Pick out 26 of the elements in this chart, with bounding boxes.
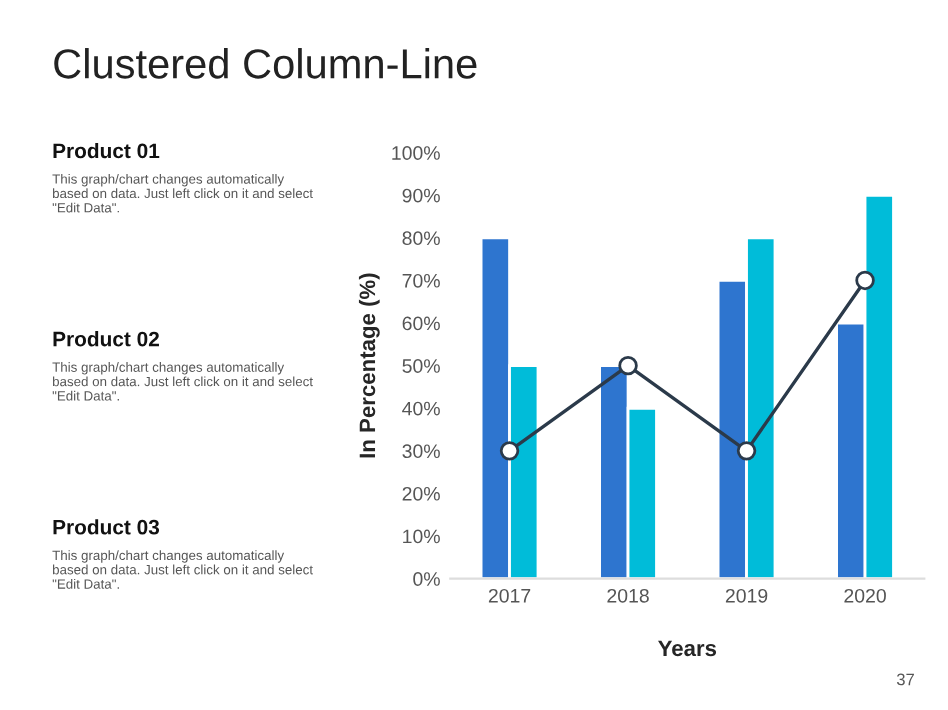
point bbox=[855, 270, 875, 291]
text: Product 03 bbox=[53, 519, 160, 535]
y-tick-label: 10% bbox=[403, 529, 440, 544]
point bbox=[499, 441, 520, 461]
y-tick-label: 20% bbox=[402, 486, 440, 501]
y-tick-label: 50% bbox=[402, 359, 440, 373]
y-tick-label: 100% bbox=[392, 146, 440, 160]
point bbox=[736, 441, 757, 461]
y-tick-label: 40% bbox=[402, 401, 440, 416]
x-tick-label: 2020 bbox=[844, 588, 886, 603]
x-tick-label: 2019 bbox=[725, 588, 768, 603]
x-tick-label: 2017 bbox=[488, 588, 531, 603]
x-axis-title: Years bbox=[658, 640, 717, 657]
y-tick-label: 80% bbox=[402, 231, 440, 246]
y-axis-title: In Percentage (%) bbox=[358, 273, 380, 458]
chart-title: Clustered Column-Line bbox=[54, 48, 477, 79]
point bbox=[618, 355, 638, 376]
text: 37 bbox=[896, 673, 914, 686]
y-tick-label: 70% bbox=[402, 273, 440, 288]
x-tick-label: 2018 bbox=[607, 588, 649, 603]
y-tick-label: 0% bbox=[413, 572, 440, 586]
y-tick-label: 60% bbox=[402, 316, 440, 331]
y-tick-label: 90% bbox=[402, 188, 440, 203]
y-tick-label: 30% bbox=[402, 444, 440, 459]
text: Product 01 bbox=[53, 142, 160, 159]
text: Product 02 bbox=[53, 331, 159, 347]
